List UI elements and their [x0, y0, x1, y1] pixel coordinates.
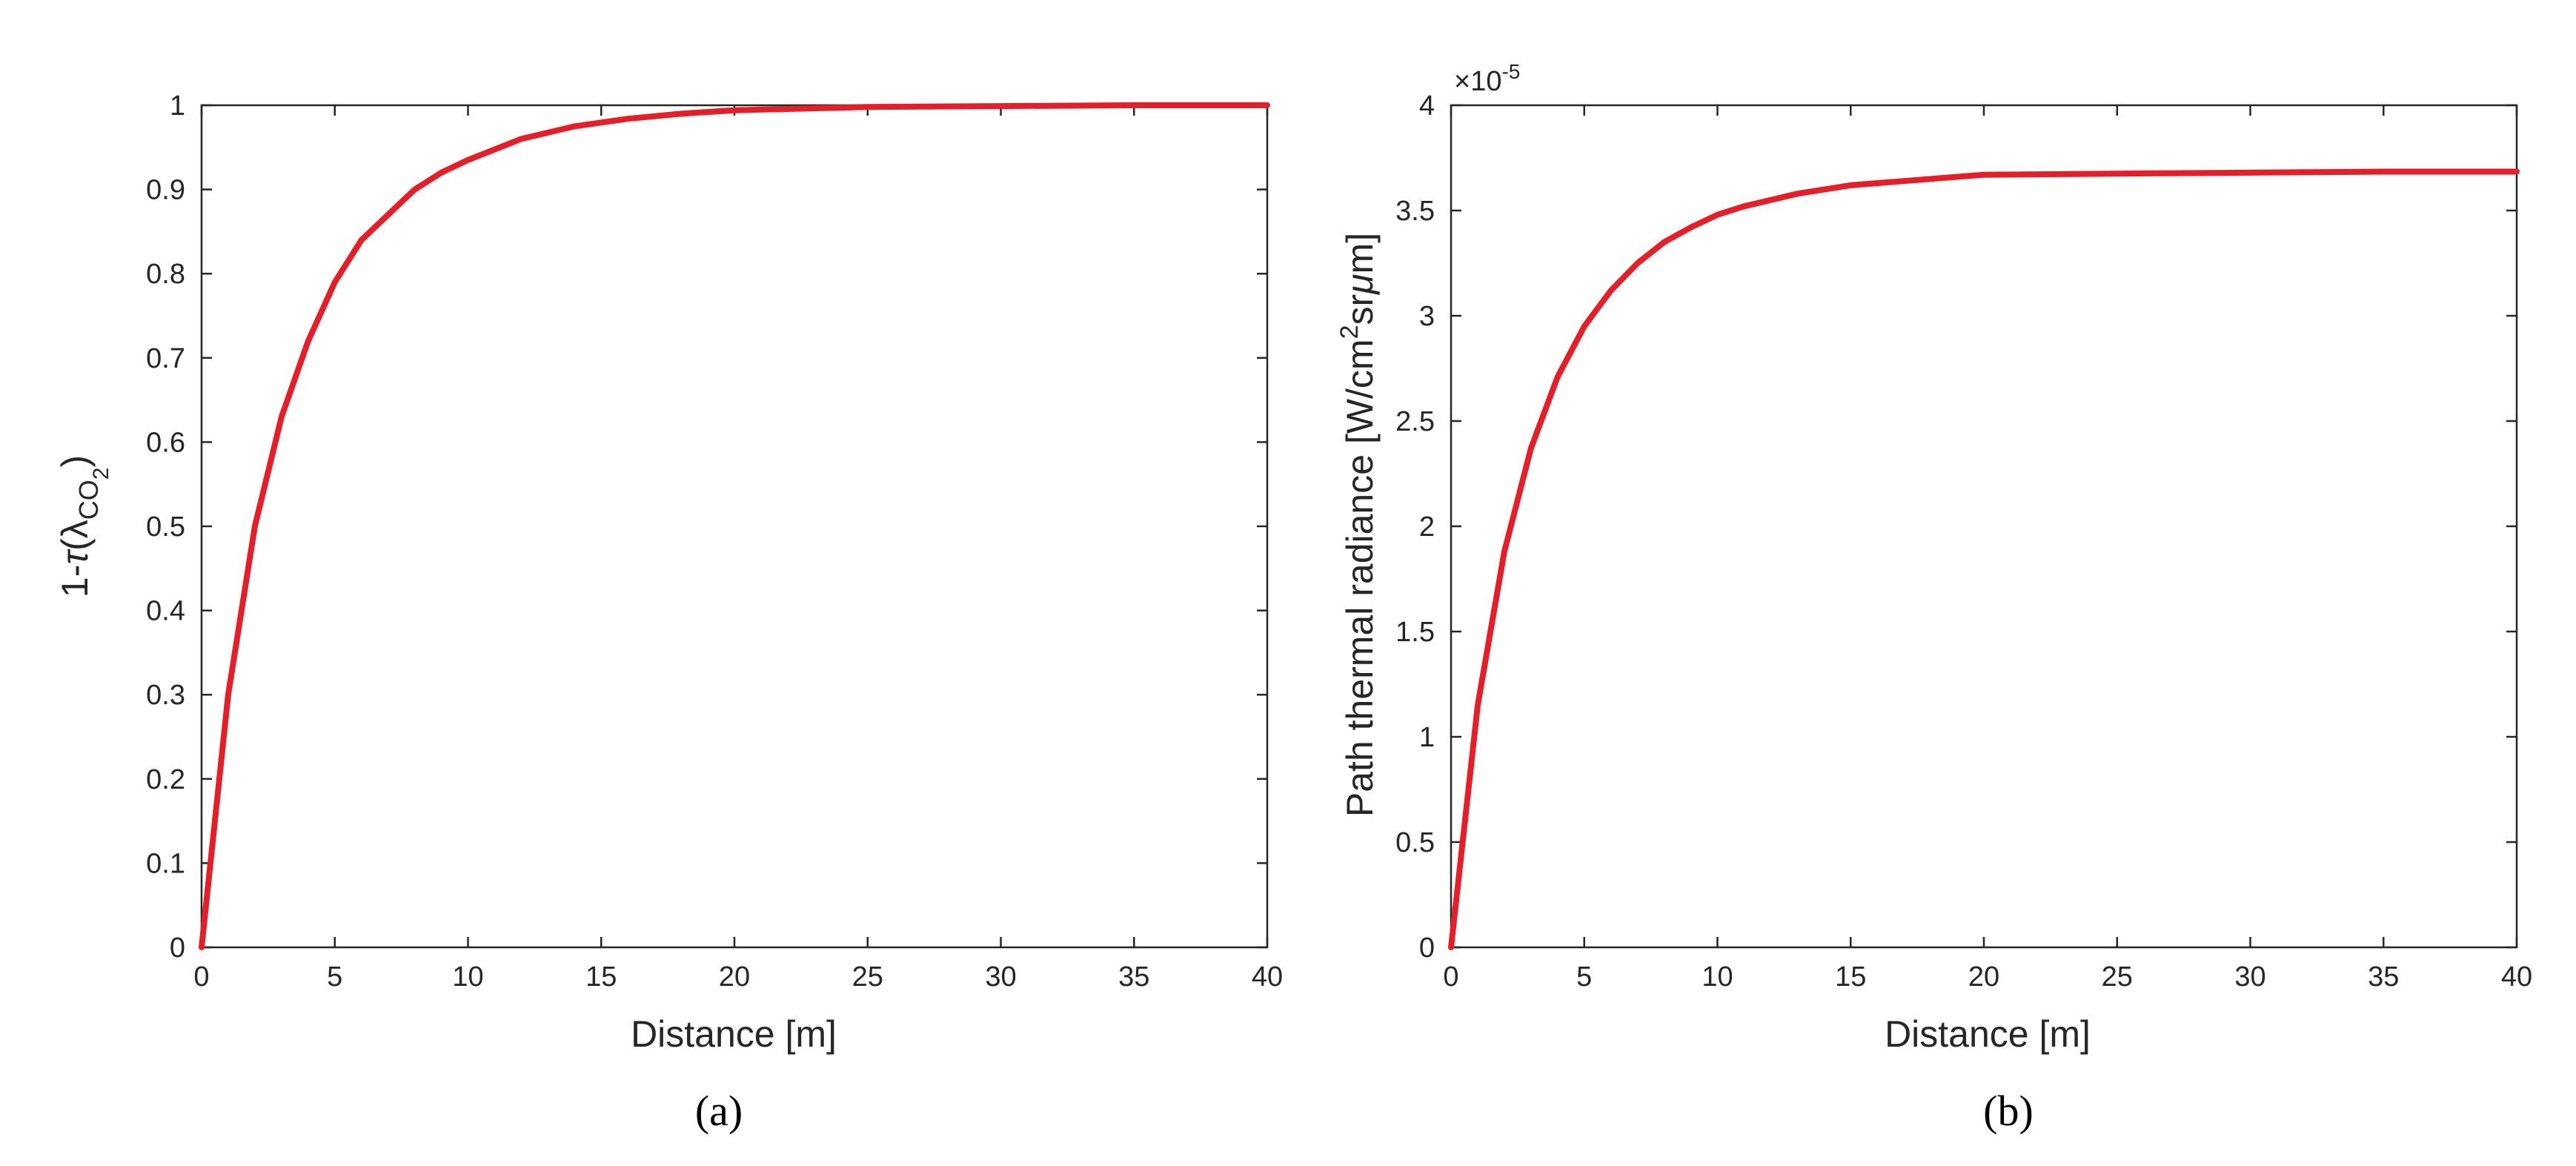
panel-a-ytick-label: 0.2 — [146, 764, 185, 795]
panel-a-ytick-label: 0 — [170, 933, 185, 964]
panel-b-ylabel: Path thermal radiance [W/cm2srμm] — [1335, 233, 1381, 817]
panel-b-series-line — [1448, 168, 2520, 950]
panel-a-ytick-label: 0.8 — [146, 259, 185, 290]
panel-a-ytick-label: 0.6 — [146, 427, 185, 458]
panel-a-xtick-label: 0 — [193, 961, 209, 993]
panel-a-ytick-label: 0.5 — [146, 511, 185, 543]
panel-a-xtick-label: 25 — [852, 961, 883, 993]
panel-a-xtick-label: 5 — [327, 961, 342, 993]
panel-b-plot-area: 0 5 10 15 20 25 30 35 40 0 0.5 1 1.5 2 2.5 3 3.5 4 — [1395, 90, 2532, 993]
panel-b-exponent-label: ×10-5 — [1454, 60, 1520, 97]
panel-b-xtick-label: 35 — [2368, 961, 2399, 993]
panel-b-ytick-label: 3 — [1419, 301, 1435, 332]
panel-a-ytick-label: 0.3 — [146, 680, 185, 711]
panel-b-caption: (b) — [1983, 1087, 2034, 1135]
panel-b-xlabel: Distance [m] — [1885, 1013, 2091, 1055]
panel-a-ytick-label: 0.7 — [146, 343, 185, 374]
panel-a-plot-area: 0 5 10 15 20 25 30 35 40 0 0.1 0.2 0.3 0.4 0.5 0.6 0.7 0.… — [146, 90, 1283, 993]
panel-b-xtick-label: 15 — [1835, 961, 1866, 993]
panel-b-ytick-label: 0.5 — [1395, 827, 1435, 858]
panel-b-xtick-label: 10 — [1702, 961, 1733, 993]
panel-b-ytick-label: 4 — [1419, 90, 1435, 122]
panel-a-ylabel: 1-τ(λCO2) — [54, 455, 113, 597]
panel-b-xtick-label: 0 — [1443, 961, 1458, 993]
panel-a-xtick-label: 10 — [452, 961, 483, 993]
panel-b-ytick-label: 0 — [1419, 933, 1435, 964]
panel-b-xtick-label: 30 — [2234, 961, 2265, 993]
panel-b-ytick-label: 1.5 — [1395, 617, 1435, 648]
panel-b-xtick-label: 40 — [2501, 961, 2532, 993]
panel-b-ytick-label: 1 — [1419, 722, 1435, 753]
panel-b-ytick-label: 2 — [1419, 511, 1435, 543]
panel-a-xlabel: Distance [m] — [631, 1013, 837, 1055]
panel-a-xtick-label: 35 — [1118, 961, 1149, 993]
panel-a-ytick-label: 1 — [170, 90, 185, 122]
panel-b-xtick-label: 25 — [2102, 961, 2133, 993]
panel-b-ytick-label: 3.5 — [1395, 196, 1435, 227]
panel-a-ytick-label: 0.4 — [146, 596, 185, 627]
panel-a-xtick-label: 30 — [985, 961, 1016, 993]
panel-a: 0 5 10 15 20 25 30 35 40 0 0.1 0.2 0.3 0.4 0.5 0.6 0.7 0.… — [54, 90, 1283, 1135]
panel-b-xtick-label: 5 — [1576, 961, 1592, 993]
panel-a-ytick-label: 0.1 — [146, 848, 185, 879]
panel-b-xtick-label: 20 — [1968, 961, 1999, 993]
panel-a-ytick-label: 0.9 — [146, 175, 185, 206]
panel-a-xtick-label: 20 — [719, 961, 750, 993]
panel-a-xtick-label: 40 — [1252, 961, 1283, 993]
panel-b-ytick-label: 2.5 — [1395, 406, 1435, 437]
panel-a-caption: (a) — [695, 1087, 743, 1135]
panel-a-series-line — [199, 102, 1270, 950]
panel-a-xtick-label: 15 — [585, 961, 617, 993]
